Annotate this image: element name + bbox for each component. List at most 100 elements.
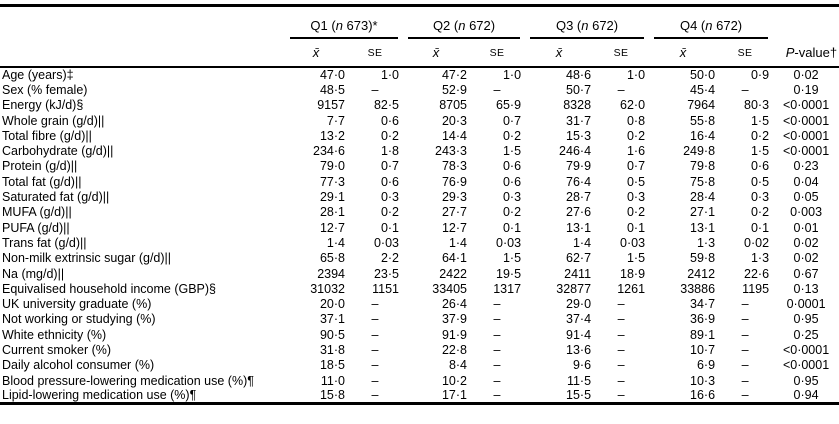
se-cell: –	[741, 342, 749, 357]
mean-cell: 37·1	[319, 312, 345, 327]
p-value-cell: <0·0001	[782, 128, 830, 143]
q4-label-post: 672)	[712, 18, 743, 33]
row-label: White ethnicity (%)	[2, 327, 107, 342]
se-cell: –	[741, 82, 749, 97]
row-label: MUFA (g/d)||	[2, 205, 72, 220]
p-value-cell: <0·0001	[782, 98, 830, 113]
row-label: Sex (% female)	[2, 82, 88, 97]
p-value-header: P-value†	[773, 39, 839, 68]
p-value-cell: 0·67	[793, 266, 819, 281]
mean-cell: 27·7	[441, 205, 468, 220]
se-cell: 19·5	[496, 266, 522, 281]
table-row: Total fat (g/d)|| 77·3 0·6 76·9 0·6 76·4 0·5 75…	[0, 174, 839, 189]
mean-cell: 15·8	[319, 388, 345, 403]
se-cell: –	[493, 373, 501, 388]
se-cell: 1·0	[502, 68, 522, 83]
se-cell: 2·2	[380, 251, 400, 266]
mean-cell: 18·5	[319, 358, 345, 373]
mean-cell: 1·3	[696, 235, 716, 250]
row-label-header-spacer	[0, 6, 285, 40]
row-label: Saturated fat (g/d)||	[2, 190, 110, 205]
se-cell: 1·6	[626, 144, 646, 159]
se-cell: 0·6	[750, 159, 770, 174]
se-cell: –	[741, 373, 749, 388]
mean-cell: 234·6	[313, 144, 345, 159]
mean-cell: 29·1	[319, 190, 345, 205]
se-cell: 0·03	[373, 235, 400, 250]
p-value-cell: 0·19	[793, 82, 819, 97]
table-row: White ethnicity (%) 90·5 – 91·9 – 91·4 – 89·1 – 0…	[0, 327, 839, 342]
se-cell: 1·0	[380, 68, 400, 83]
table-row: Age (years)‡ 47·0 1·0 47·2 1·0 48·6 1·0 50·0 0·9…	[0, 67, 839, 82]
mean-cell: 78·3	[441, 159, 468, 174]
mean-cell: 7964	[687, 98, 716, 113]
se-cell: 0·2	[502, 205, 522, 220]
mean-cell: 2411	[564, 266, 592, 281]
se-cell: 22·6	[744, 266, 770, 281]
se-cell: –	[617, 388, 625, 403]
mean-cell: 13·1	[566, 220, 592, 235]
table-row: Saturated fat (g/d)|| 29·1 0·3 29·3 0·3 28·7 0…	[0, 189, 839, 204]
q2-se-header: SE	[469, 39, 526, 68]
se-cell: 1·5	[502, 251, 522, 266]
se-cell: –	[371, 82, 379, 97]
se-cell: 0·8	[626, 113, 646, 128]
row-label: Protein (g/d)||	[2, 159, 78, 174]
mean-cell: 47·0	[319, 68, 345, 83]
table-row: Equivalised household income (GBP)§ 31032…	[0, 281, 839, 296]
q1-label-pre: Q1 (	[310, 18, 336, 33]
p-value-cell: 0·25	[793, 327, 819, 342]
table-row: Non-milk extrinsic sugar (g/d)|| 65·8 2·2 6…	[0, 251, 839, 266]
se-cell: 0·1	[502, 220, 522, 235]
q3-se-header: SE	[593, 39, 650, 68]
row-label: Non-milk extrinsic sugar (g/d)||	[2, 251, 172, 266]
se-cell: 0·2	[502, 128, 522, 143]
se-cell: 0·03	[496, 235, 522, 250]
mean-cell: 249·8	[683, 144, 716, 159]
mean-cell: 34·7	[690, 297, 716, 312]
mean-cell: 33886	[680, 281, 716, 296]
table-row: Carbohydrate (g/d)|| 234·6 1·8 243·3 1·5 246·…	[0, 143, 839, 158]
se-cell: 1·8	[380, 144, 400, 159]
se-cell: –	[493, 312, 501, 327]
se-cell: 23·5	[373, 266, 400, 281]
mean-cell: 1·4	[572, 235, 592, 250]
mean-cell: 13·1	[690, 220, 716, 235]
table-row: Energy (kJ/d)§ 9157 82·5 8705 65·9 8328 62·0 79…	[0, 98, 839, 113]
mean-cell: 31·7	[566, 113, 592, 128]
mean-cell: 20·0	[319, 297, 345, 312]
se-cell: –	[493, 388, 501, 403]
mean-cell: 31·8	[319, 342, 345, 357]
mean-cell: 79·9	[566, 159, 592, 174]
mean-cell: 8328	[563, 98, 592, 113]
se-cell: –	[617, 373, 625, 388]
p-value-cell: 0·02	[793, 68, 819, 83]
mean-cell: 29·3	[441, 190, 468, 205]
row-label: Daily alcohol consumer (%)	[2, 358, 155, 373]
p-value-cell: 0·01	[793, 220, 819, 235]
row-label: PUFA (g/d)||	[2, 220, 70, 235]
mean-cell: 28·1	[319, 205, 345, 220]
mean-cell: 15·3	[566, 128, 592, 143]
p-rest: -value†	[794, 45, 838, 60]
mean-cell: 77·3	[319, 174, 345, 189]
mean-cell: 27·1	[690, 205, 716, 220]
p-value-cell: 0·95	[793, 373, 819, 388]
se-cell: 0·3	[750, 190, 770, 205]
p-value-cell: 0·23	[793, 159, 819, 174]
se-cell: 0·6	[380, 174, 400, 189]
se-cell: 0·7	[502, 113, 522, 128]
q1-label-post: 673)*	[342, 18, 378, 33]
q3-mean-header: x̄	[525, 39, 594, 68]
q4-label-pre: Q4 (	[679, 18, 706, 33]
mean-cell: 27·6	[566, 205, 592, 220]
se-cell: 0·2	[380, 128, 400, 143]
quartile-characteristics-table: Q1 (n 673)* Q2 (n 672) Q3 (n 672) Q4 (n …	[0, 4, 839, 406]
se-cell: 0·3	[502, 190, 522, 205]
row-label: Na (mg/d)||	[2, 266, 65, 281]
row-label: Total fat (g/d)||	[2, 174, 82, 189]
mean-cell: 9·6	[572, 358, 592, 373]
se-cell: –	[741, 297, 749, 312]
se-cell: 1·5	[750, 144, 770, 159]
p-value-cell: <0·0001	[782, 358, 830, 373]
